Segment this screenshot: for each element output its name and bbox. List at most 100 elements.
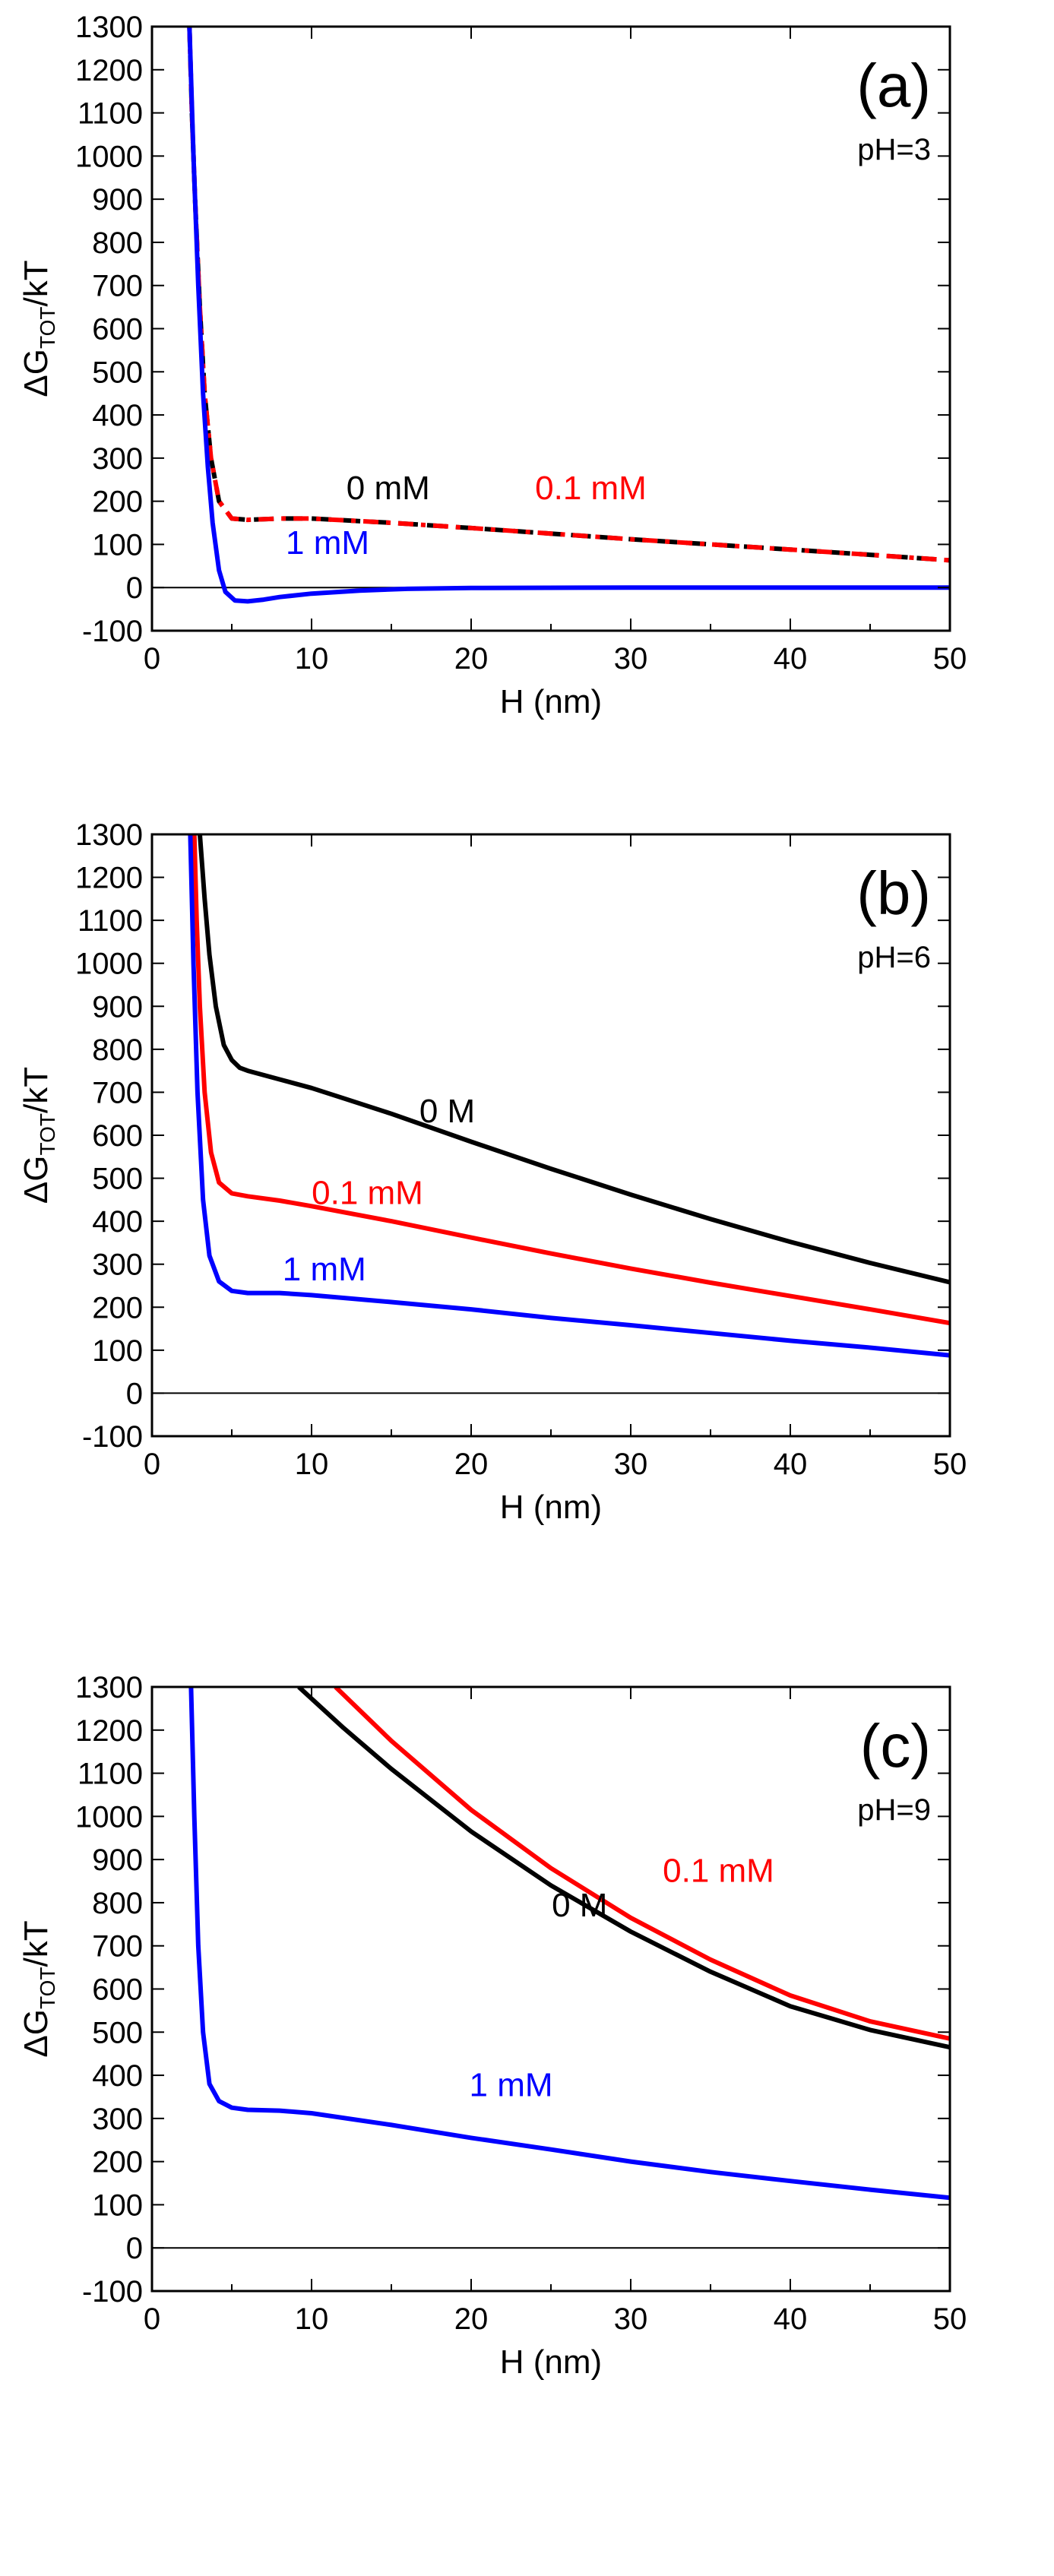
y-axis-title-sub: TOT	[36, 307, 59, 349]
y-axis-title-main: ΔG	[17, 1155, 55, 1204]
y-tick-label: 300	[92, 2103, 143, 2136]
panel-label: (b)	[856, 859, 931, 927]
y-tick-label: 900	[92, 183, 143, 217]
y-tick-label: 400	[92, 2059, 143, 2093]
y-tick-label: 100	[92, 2188, 143, 2222]
chart-panel: 0 10 20 30 40 50-1000100200300400500600700800…	[17, 1671, 967, 2381]
y-tick-label: -100	[82, 615, 143, 648]
y-tick-label: 1200	[75, 1714, 143, 1748]
y-tick-label: 100	[92, 1334, 143, 1368]
y-tick-label: 600	[92, 1119, 143, 1153]
y-tick-label: 400	[92, 399, 143, 432]
series-label: 0 M	[552, 1887, 607, 1924]
y-tick-label: 1100	[78, 904, 143, 938]
x-tick-label: 50	[933, 2302, 967, 2336]
x-axis-title: H (nm)	[500, 2343, 602, 2381]
y-tick-label: 800	[92, 1887, 143, 1920]
series-line	[188, 834, 950, 1358]
x-tick-label: 10	[295, 2302, 329, 2336]
series-label: 0.1 mM	[535, 470, 647, 507]
y-tick-label: 1300	[75, 818, 143, 852]
y-tick-label: 700	[92, 1076, 143, 1109]
series-label: 1 mM	[283, 1251, 366, 1288]
x-tick-label: 30	[614, 2302, 648, 2336]
y-tick-label: 600	[92, 313, 143, 347]
series-label: 1 mM	[470, 2066, 553, 2103]
y-axis-title-tail: /kT	[17, 1067, 55, 1113]
x-tick-label: 10	[295, 642, 329, 676]
y-axis-title-sub: TOT	[36, 1967, 59, 2009]
y-tick-label: 900	[92, 990, 143, 1024]
x-tick-label: 0	[144, 642, 160, 676]
chart-panel: 0 10 20 30 40 50-1000100200300400500600700800…	[17, 818, 967, 1526]
series-line	[188, 1687, 950, 2201]
y-tick-label: 1100	[78, 1758, 143, 1791]
series-line	[187, 27, 950, 604]
y-tick-label: 700	[92, 1930, 143, 1964]
y-tick-label: 1200	[75, 54, 143, 87]
series-line	[297, 1687, 950, 2050]
y-tick-label: 200	[92, 1291, 143, 1324]
y-tick-label: 900	[92, 1843, 143, 1877]
y-tick-label: 1300	[75, 1671, 143, 1704]
y-tick-label: 500	[92, 1163, 143, 1196]
y-tick-label: 1300	[75, 11, 143, 44]
ph-annotation: pH=6	[857, 941, 931, 974]
x-tick-label: 20	[454, 642, 489, 676]
x-axis-title: H (nm)	[500, 1489, 602, 1526]
series-label: 0.1 mM	[312, 1175, 423, 1212]
y-tick-label: 300	[92, 442, 143, 476]
x-tick-label: 0	[144, 2302, 160, 2336]
x-tick-label: 40	[774, 2302, 808, 2336]
y-tick-label: 800	[92, 1033, 143, 1067]
y-tick-label: 500	[92, 2016, 143, 2049]
y-axis-title-tail: /kT	[17, 260, 55, 306]
y-tick-label: 1000	[75, 948, 143, 981]
y-axis-title-main: ΔG	[17, 349, 55, 397]
y-tick-label: 200	[92, 486, 143, 519]
y-tick-label: 800	[92, 226, 143, 260]
series-line	[198, 834, 950, 1285]
x-tick-label: 30	[614, 1448, 648, 1481]
figure-panels: 0 10 20 30 40 50-1000100200300400500600700800…	[17, 11, 967, 2381]
y-axis-title: ΔGTOT/kT	[17, 1067, 59, 1204]
x-tick-label: 50	[933, 1448, 967, 1481]
series-line	[334, 1687, 950, 2041]
y-tick-label: 1200	[75, 862, 143, 895]
x-tick-label: 50	[933, 642, 967, 676]
y-tick-label: -100	[82, 1420, 143, 1454]
y-tick-label: -100	[82, 2275, 143, 2309]
series-line	[191, 834, 950, 1326]
y-tick-label: 1000	[75, 140, 143, 173]
y-tick-label: 1100	[78, 97, 143, 131]
y-tick-label: 700	[92, 270, 143, 303]
y-tick-label: 0	[126, 1377, 143, 1410]
series-label: 1 mM	[286, 524, 369, 562]
x-axis-title: H (nm)	[500, 683, 602, 720]
y-axis-title-sub: TOT	[36, 1113, 59, 1155]
x-tick-label: 30	[614, 642, 648, 676]
y-tick-label: 200	[92, 2146, 143, 2179]
series-label: 0 M	[419, 1093, 475, 1130]
y-tick-label: 600	[92, 1973, 143, 2007]
series-label: 0 mM	[347, 470, 430, 507]
y-axis-title: ΔGTOT/kT	[17, 260, 59, 397]
ph-annotation: pH=9	[857, 1793, 931, 1827]
y-tick-label: 300	[92, 1248, 143, 1282]
series-label: 0.1 mM	[663, 1853, 774, 1890]
x-tick-label: 10	[295, 1448, 329, 1481]
y-tick-label: 500	[92, 356, 143, 389]
y-tick-label: 0	[126, 571, 143, 605]
x-tick-label: 40	[774, 1448, 808, 1481]
x-tick-label: 40	[774, 642, 808, 676]
y-tick-label: 1000	[75, 1800, 143, 1834]
ph-annotation: pH=3	[857, 133, 931, 166]
y-tick-label: 0	[126, 2232, 143, 2265]
y-axis-title: ΔGTOT/kT	[17, 1920, 59, 2057]
x-tick-label: 20	[454, 2302, 489, 2336]
y-axis-title-tail: /kT	[17, 1920, 55, 1967]
panel-label: (c)	[860, 1712, 931, 1780]
panel-label: (a)	[856, 52, 931, 119]
y-tick-label: 100	[92, 528, 143, 562]
